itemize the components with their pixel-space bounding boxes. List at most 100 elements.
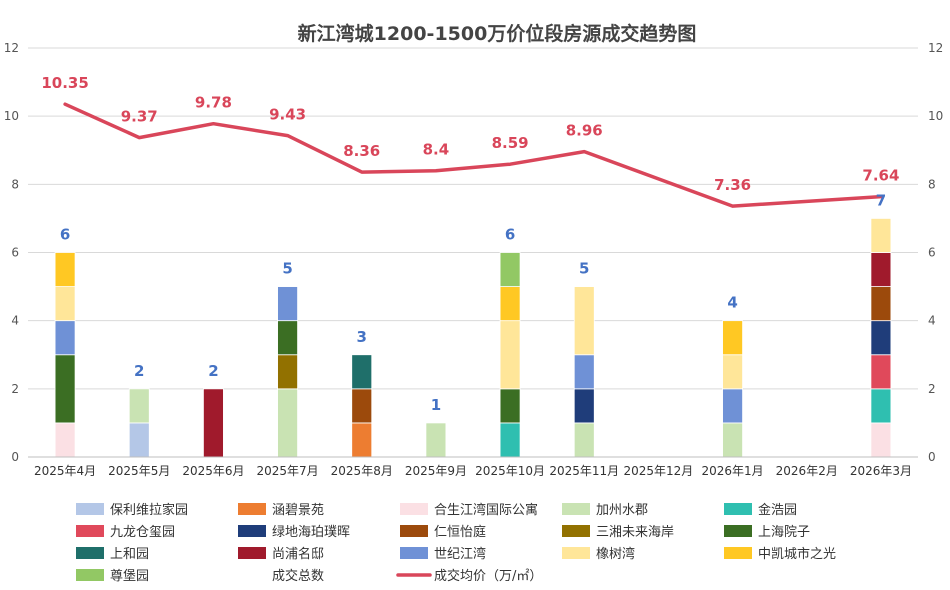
legend-item: 绿地海珀璞晖 bbox=[238, 525, 350, 540]
legend-label: 成交均价（万/㎡） bbox=[434, 568, 542, 584]
legend-swatch bbox=[238, 547, 266, 559]
legend-item: 中凯城市之光 bbox=[724, 546, 836, 562]
legend-label: 金浩园 bbox=[758, 502, 797, 518]
bar-segment bbox=[573, 354, 595, 390]
x-tick-label: 2026年3月 bbox=[850, 464, 912, 478]
bar-segment bbox=[425, 422, 447, 458]
legend-swatch bbox=[238, 525, 266, 537]
legend-swatch bbox=[562, 503, 590, 515]
bar-segment bbox=[277, 354, 298, 390]
bar-segment bbox=[870, 286, 892, 322]
legend-item: 九龙仓玺园 bbox=[76, 525, 175, 540]
legend-item: 橡树湾 bbox=[562, 546, 635, 562]
legend-item: 成交总数 bbox=[272, 568, 324, 584]
x-tick-label: 2026年2月 bbox=[776, 464, 838, 478]
y-tick-label-left: 4 bbox=[11, 314, 19, 328]
x-tick-label: 2025年10月 bbox=[475, 464, 545, 478]
y-tick-label-right: 6 bbox=[928, 246, 936, 260]
bar-segment bbox=[870, 320, 892, 356]
x-tick-label: 2025年8月 bbox=[331, 464, 393, 478]
bar-segment bbox=[54, 252, 76, 287]
total-labels: 6 2 2 5 3 1 6 5 4 7 bbox=[60, 191, 886, 413]
legend-label: 橡树湾 bbox=[596, 546, 635, 562]
bar-segment bbox=[722, 354, 743, 390]
legend-swatch bbox=[76, 547, 104, 559]
total-label: 6 bbox=[505, 226, 515, 244]
y-tick-label-left: 8 bbox=[11, 177, 19, 191]
legend-label: 保利维拉家园 bbox=[110, 502, 188, 518]
total-label: 5 bbox=[579, 260, 589, 278]
bar-segment bbox=[870, 252, 892, 287]
bar-segment bbox=[722, 320, 743, 356]
bar-segment bbox=[128, 388, 150, 424]
y-tick-label-left: 0 bbox=[11, 450, 19, 464]
y-tick-label-left: 6 bbox=[11, 246, 19, 260]
total-label: 2 bbox=[208, 362, 218, 380]
avg-price-label: 8.4 bbox=[423, 141, 450, 159]
bar-segment bbox=[499, 252, 521, 287]
avg-price-label: 10.35 bbox=[41, 74, 88, 92]
bar-segment bbox=[870, 218, 892, 253]
legend-label: 世纪江湾 bbox=[434, 546, 486, 562]
legend-item: 仁恒怡庭 bbox=[400, 524, 486, 540]
legend-item: 上和园 bbox=[76, 547, 149, 562]
bar-segment bbox=[128, 422, 150, 458]
y-axis-right: 0 2 4 6 8 10 12 bbox=[928, 41, 943, 464]
legend-item: 加州水郡 bbox=[562, 503, 648, 518]
legend-item: 尊堡园 bbox=[76, 568, 149, 584]
bar-segment bbox=[351, 422, 373, 458]
bar-segment bbox=[870, 388, 892, 424]
y-tick-label-right: 8 bbox=[928, 177, 936, 191]
legend-label: 上和园 bbox=[110, 547, 149, 562]
y-tick-label-right: 0 bbox=[928, 450, 936, 464]
legend-swatch bbox=[76, 503, 104, 515]
legend-label: 尊堡园 bbox=[110, 568, 149, 584]
bar-segment bbox=[277, 286, 298, 322]
total-label: 4 bbox=[727, 294, 737, 312]
bar-segment bbox=[54, 422, 76, 458]
total-label: 3 bbox=[357, 328, 367, 346]
legend-swatch bbox=[400, 525, 428, 537]
avg-price-label: 9.37 bbox=[121, 108, 158, 126]
total-label: 7 bbox=[876, 191, 886, 209]
x-tick-label: 2025年12月 bbox=[624, 464, 694, 478]
x-tick-label: 2025年9月 bbox=[405, 464, 467, 478]
legend-swatch bbox=[76, 525, 104, 537]
legend-item: 涵碧景苑 bbox=[238, 503, 324, 518]
legend-label: 绿地海珀璞晖 bbox=[272, 525, 350, 540]
grid bbox=[28, 47, 918, 390]
legend-item: 保利维拉家园 bbox=[76, 502, 188, 518]
legend-swatch bbox=[562, 547, 590, 559]
bar-segment bbox=[277, 320, 298, 356]
bar-segment bbox=[203, 388, 224, 458]
avg-price-line: 10.35 9.37 9.78 9.43 8.36 8.4 8.59 8.96 7.36 7.64 bbox=[41, 74, 899, 208]
x-axis: 2025年4月 2025年5月 2025年6月 2025年7月 2025年8月 2025年… bbox=[28, 456, 918, 478]
total-label: 6 bbox=[60, 226, 70, 244]
y-tick-label-right: 10 bbox=[928, 109, 943, 123]
legend-item: 金浩园 bbox=[724, 502, 797, 518]
bar-segment bbox=[499, 320, 521, 390]
bar-segment bbox=[573, 388, 595, 424]
legend-label: 尚浦名邸 bbox=[272, 546, 324, 562]
bar-segment bbox=[499, 422, 521, 458]
legend-swatch bbox=[562, 525, 590, 537]
bar-segment bbox=[351, 354, 373, 390]
total-label: 2 bbox=[134, 362, 144, 380]
legend-label: 加州水郡 bbox=[596, 503, 648, 518]
avg-price-label: 8.59 bbox=[492, 134, 529, 152]
bar-segment bbox=[499, 286, 521, 322]
y-tick-label-left: 2 bbox=[11, 382, 19, 396]
avg-price-label: 8.96 bbox=[566, 122, 603, 140]
x-tick-label: 2025年4月 bbox=[34, 464, 96, 478]
bar-segment bbox=[54, 286, 76, 322]
avg-price-label: 7.64 bbox=[862, 167, 899, 185]
legend-swatch bbox=[238, 503, 266, 515]
y-tick-label-left: 12 bbox=[4, 41, 19, 55]
y-tick-label-right: 4 bbox=[928, 314, 936, 328]
legend-label: 九龙仓玺园 bbox=[110, 525, 175, 540]
avg-price-label: 8.36 bbox=[343, 142, 380, 160]
y-tick-label-right: 2 bbox=[928, 382, 936, 396]
avg-price-label: 9.43 bbox=[269, 106, 306, 124]
legend-swatch bbox=[724, 547, 752, 559]
bar-segment bbox=[573, 422, 595, 458]
